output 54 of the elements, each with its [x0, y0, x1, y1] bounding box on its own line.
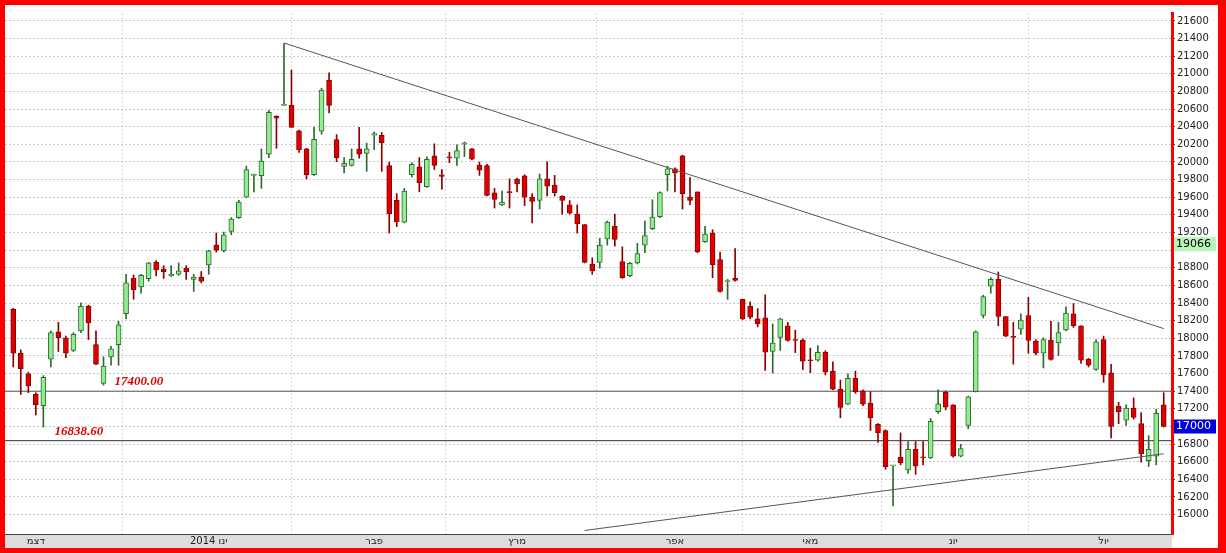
y-tick-label: 16200: [1177, 490, 1209, 502]
candlestick: [687, 177, 693, 205]
x-tick-label: יונ: [948, 534, 958, 546]
y-tick-label: 18200: [1177, 314, 1209, 326]
y-tick-label: 17800: [1177, 349, 1209, 361]
candlestick: [769, 323, 776, 374]
y-tick-label: 20200: [1177, 137, 1209, 149]
annotation: 19066: [1176, 237, 1211, 251]
y-tick-label: 18600: [1177, 278, 1209, 290]
candlestick: [439, 169, 445, 190]
y-tick-label: 16400: [1177, 472, 1209, 484]
candlestick: [363, 142, 370, 172]
y-tick-label: 20600: [1177, 102, 1209, 114]
y-tick-label: 19200: [1177, 226, 1209, 238]
candlestick: [378, 132, 385, 172]
y-tick-label: 16000: [1177, 508, 1209, 520]
x-tick-label: מרץ: [508, 534, 526, 546]
y-tick-label: 20000: [1177, 155, 1209, 167]
y-tick-label: 19800: [1177, 173, 1209, 185]
y-tick-label: 21000: [1177, 67, 1209, 79]
y-tick-label: 17600: [1177, 367, 1209, 379]
candlestick: [529, 193, 535, 224]
y-tick-label: 20800: [1177, 85, 1209, 97]
candlestick: [920, 441, 926, 466]
x-tick-label: 2014 ינו: [189, 534, 228, 546]
ref-line-label: 17400.00: [114, 373, 164, 389]
y-tick-label: 21200: [1177, 49, 1209, 61]
y-tick-label: 21600: [1177, 14, 1209, 26]
y-tick-label: 17200: [1177, 402, 1209, 414]
candlestick: [890, 464, 896, 507]
candlestick: [190, 273, 197, 292]
y-tick-label: 18800: [1177, 261, 1209, 273]
candlestick: [183, 265, 190, 280]
y-tick-label: 18400: [1177, 296, 1209, 308]
candlestick: [807, 347, 814, 374]
y-tick-label: 21400: [1177, 32, 1209, 44]
x-tick-label: מאי: [802, 534, 819, 546]
y-tick-label: 19600: [1177, 190, 1209, 202]
annotation: 17000: [1176, 419, 1211, 433]
y-tick-label: 19400: [1177, 208, 1209, 220]
x-tick-label: אפר: [665, 534, 685, 546]
y-tick-label: 16800: [1177, 437, 1209, 449]
candlestick: [371, 131, 378, 150]
candlestick: [544, 161, 550, 197]
candlestick: [559, 195, 566, 215]
y-tick-label: 17400: [1177, 384, 1209, 396]
y-tick-label: 20400: [1177, 120, 1209, 132]
y-tick-label: 16600: [1177, 455, 1209, 467]
x-tick-label: יול: [1098, 534, 1109, 546]
x-tick-label: דצמ: [26, 534, 46, 546]
y-tick-label: 18000: [1177, 331, 1209, 343]
candlestick: [732, 248, 738, 282]
x-tick-label: פבר: [365, 534, 384, 546]
ref-line-label: 16838.60: [54, 422, 104, 438]
